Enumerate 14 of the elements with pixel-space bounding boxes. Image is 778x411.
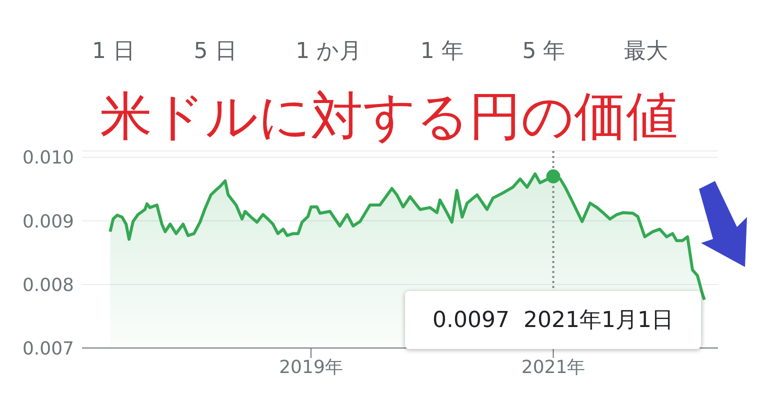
text: 5 日 [192, 38, 238, 66]
x-tick-label: 2021年 [521, 356, 586, 378]
annotation: 0.0097 2021年1月1日 [405, 291, 701, 349]
y-tick-label: 0.010 [22, 148, 74, 169]
text: 1 か月 [294, 38, 363, 66]
text: 最大 [622, 38, 669, 66]
text: 1 日 [91, 38, 136, 66]
chart-title: 米ドルに対する円の価値 [100, 87, 678, 147]
x-tick-label: 2019年 [279, 356, 343, 378]
text: 5 年 [521, 38, 566, 66]
y-tick-label: 0.007 [22, 338, 74, 360]
y-tick-label: 0.009 [22, 211, 74, 232]
y-tick-label: 0.008 [22, 274, 74, 296]
text: 1 年 [419, 38, 464, 66]
